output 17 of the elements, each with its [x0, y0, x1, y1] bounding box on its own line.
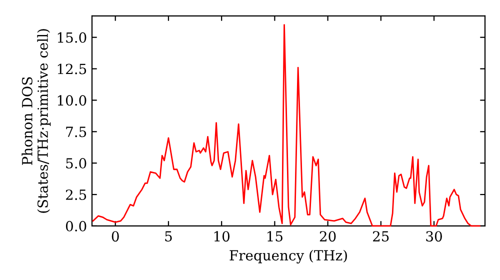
y-tick-label: 12.5 — [58, 64, 86, 74]
x-tick-label: 5 — [165, 231, 172, 242]
x-tick-label: 0 — [112, 231, 119, 242]
x-tick-label: 20 — [320, 231, 336, 242]
x-tick-label: 15 — [268, 231, 282, 242]
x-tick-label: 25 — [373, 231, 389, 242]
y-tick-label: 15.0 — [58, 32, 86, 43]
line-series — [92, 24, 480, 227]
x-axis-title: Frequency (THz) — [230, 250, 347, 264]
y-tick-label: 10.0 — [58, 95, 86, 106]
x-tick-label: 30 — [426, 231, 442, 242]
y-axis-title: Phonon DOS (States/THz·primitive cell) — [22, 29, 51, 213]
y-tick-label: 2.5 — [66, 189, 86, 200]
x-tick-label: 10 — [214, 231, 230, 242]
y-tick-label: 5.0 — [66, 158, 86, 169]
y-tick-label: 7.5 — [66, 126, 86, 138]
y-tick-label: 0.0 — [66, 220, 86, 232]
